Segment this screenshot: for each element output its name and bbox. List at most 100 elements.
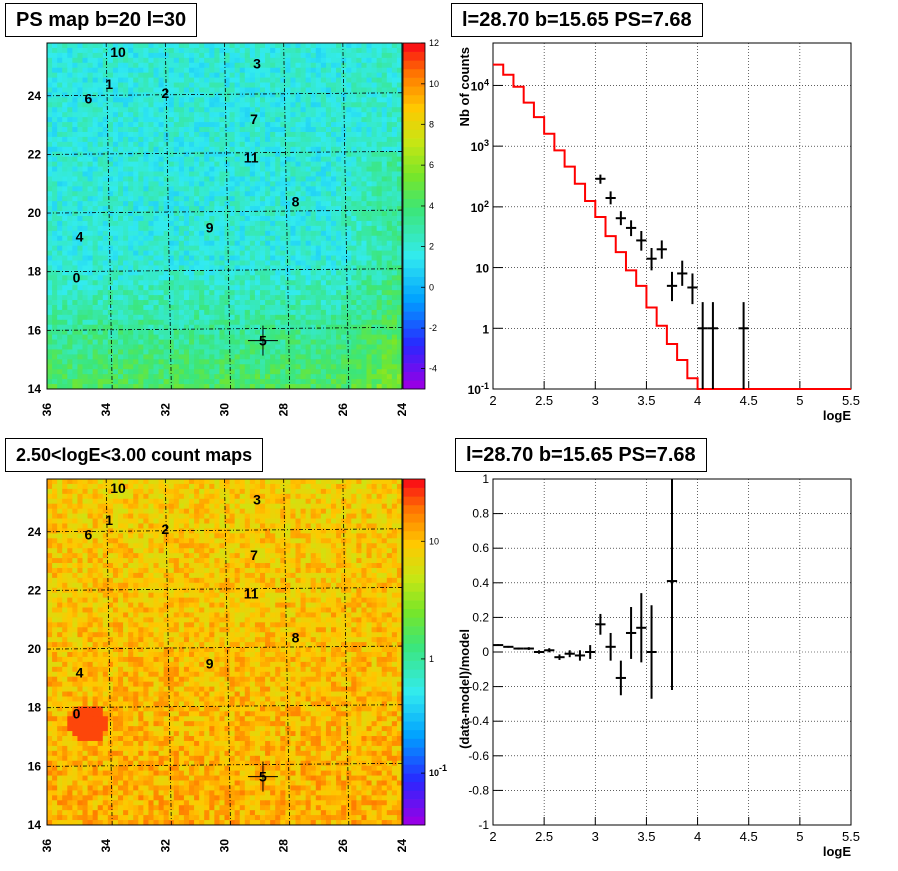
spectrum-point-2 xyxy=(615,211,626,226)
residual-point-11 xyxy=(605,632,616,661)
count-map-xtick-5: 26 xyxy=(336,839,350,853)
residual-xtick-1: 2.5 xyxy=(535,829,553,844)
count-colorbar-cell-35 xyxy=(403,513,425,523)
spectrum-grid xyxy=(492,43,852,389)
ps-colorbar-cell-23 xyxy=(403,181,425,191)
spectrum-xtick-7: 5.5 xyxy=(842,393,860,408)
count-colorbar-cell-30 xyxy=(403,556,425,566)
ps-map-source-11: 11 xyxy=(244,149,259,165)
ps-map-xtick-1: 34 xyxy=(99,403,113,417)
ps-colorbar-cell-13 xyxy=(403,267,425,277)
ps-colorbar-cell-7 xyxy=(403,319,425,329)
residual-xtick-6: 5 xyxy=(796,829,803,844)
count-colorbar-cell-13 xyxy=(403,703,425,713)
spectrum-ylabel: Nb of counts xyxy=(457,47,472,126)
ps-colorbar-cell-33 xyxy=(403,94,425,104)
residual-ytick-6: 0.2 xyxy=(472,610,489,624)
count-map-source-4: 4 xyxy=(76,665,84,681)
ps-colorbar-cell-22 xyxy=(403,190,425,199)
count-colorbar-cell-11 xyxy=(403,721,425,731)
ps-map-xtick-3: 30 xyxy=(218,403,232,417)
ps-map-source-4: 4 xyxy=(76,229,84,245)
ps-map-xtick-2: 32 xyxy=(158,403,172,417)
ps-colorbar-label-2: 8 xyxy=(429,119,434,129)
count-colorbar-cell-27 xyxy=(403,582,425,592)
ps-map-source-7: 7 xyxy=(250,111,258,127)
ps-colorbar-cell-30 xyxy=(403,120,425,130)
count-colorbar-cell-31 xyxy=(403,548,425,558)
residual-xtick-0: 2 xyxy=(489,829,496,844)
residual-ytick-0: -1 xyxy=(478,818,489,832)
ps-map-source-10: 10 xyxy=(110,44,126,60)
count-map-source-6: 6 xyxy=(85,527,93,543)
residual-ytick-7: 0.4 xyxy=(472,576,489,590)
spectrum-ytick-4: 103 xyxy=(471,138,489,154)
ps-colorbar-cell-8 xyxy=(403,311,425,321)
ps-colorbar-cell-19 xyxy=(403,216,425,225)
ps-map-xtick-6: 24 xyxy=(395,403,409,417)
count-map-source-3: 3 xyxy=(253,492,261,508)
count-map-xtick-3: 30 xyxy=(218,839,232,853)
spectrum-point-0 xyxy=(595,174,606,184)
count-map-source-7: 7 xyxy=(250,547,258,563)
ps-colorbar-cell-15 xyxy=(403,250,425,260)
ps-colorbar-cell-27 xyxy=(403,146,425,156)
spectrum-point-1 xyxy=(605,191,616,205)
ps-colorbar-cell-17 xyxy=(403,233,425,243)
residual-point-6 xyxy=(554,654,565,660)
count-colorbar-cell-36 xyxy=(403,504,425,514)
spectrum-xtick-4: 4 xyxy=(694,393,701,408)
count-map-source-1: 1 xyxy=(105,512,113,528)
ps-colorbar-cell-2 xyxy=(403,363,425,372)
count-colorbar-cell-34 xyxy=(403,522,425,532)
spectrum-xtick-6: 5 xyxy=(796,393,803,408)
spectrum-point-4 xyxy=(636,231,647,251)
count-map-ytick-0: 14 xyxy=(28,818,42,832)
ps-colorbar-frame xyxy=(402,42,426,390)
ps-map-ytick-0: 14 xyxy=(28,382,42,396)
spectrum-xtick-5: 4.5 xyxy=(740,393,758,408)
spectrum-point-3 xyxy=(625,220,637,237)
ps-colorbar-cell-4 xyxy=(403,345,425,355)
count-map-xtick-2: 32 xyxy=(158,839,172,853)
ps-map-xtick-5: 26 xyxy=(336,403,350,417)
spectrum-xtick-0: 2 xyxy=(489,393,496,408)
ps-colorbar-label-1: 10 xyxy=(429,79,439,89)
count-colorbar-label-1: 1 xyxy=(429,654,434,664)
count-map-source-2: 2 xyxy=(161,521,169,537)
ps-colorbar-cell-29 xyxy=(403,129,425,139)
spectrum-point-6 xyxy=(656,240,667,259)
count-colorbar-cell-16 xyxy=(403,677,425,687)
ps-map-ytick-4: 22 xyxy=(28,147,42,161)
residual-point-8 xyxy=(574,650,586,661)
residual-point-0 xyxy=(493,644,504,647)
spectrum-point-8 xyxy=(677,260,688,286)
count-map-xtick-0: 36 xyxy=(40,839,54,853)
count-map-xtick-1: 34 xyxy=(99,839,113,853)
ps-colorbar-cell-0 xyxy=(403,380,425,390)
map-bottom-title: 2.50<logE<3.00 count maps xyxy=(5,438,264,472)
ps-map-source-2: 2 xyxy=(161,85,169,101)
residual-point-10 xyxy=(595,613,606,635)
count-colorbar-cell-39 xyxy=(403,479,425,488)
spectrum-model-line xyxy=(493,63,851,390)
residual-point-1 xyxy=(503,645,514,648)
count-map-pixels xyxy=(47,479,403,826)
ps-colorbar-cell-21 xyxy=(403,198,425,208)
ps-map-pixels xyxy=(47,43,403,390)
ps-map-ytick-5: 24 xyxy=(28,89,42,103)
residual-xtick-5: 4.5 xyxy=(740,829,758,844)
count-colorbar-cell-1 xyxy=(403,807,425,817)
residual-ytick-9: 0.8 xyxy=(472,507,489,521)
count-colorbar-label-0: 10 xyxy=(429,536,439,546)
count-map-grid xyxy=(46,478,403,826)
spectrum-ytick-5: 104 xyxy=(471,77,489,93)
count-colorbar-cell-33 xyxy=(403,530,425,540)
ps-colorbar-cell-35 xyxy=(403,77,425,87)
count-colorbar-cell-19 xyxy=(403,652,425,661)
ps-colorbar-cell-20 xyxy=(403,207,425,217)
count-colorbar-cell-24 xyxy=(403,608,425,618)
ps-map-source-6: 6 xyxy=(85,91,93,107)
count-map-source-10: 10 xyxy=(110,480,126,496)
spectrum-point-11 xyxy=(707,302,719,389)
